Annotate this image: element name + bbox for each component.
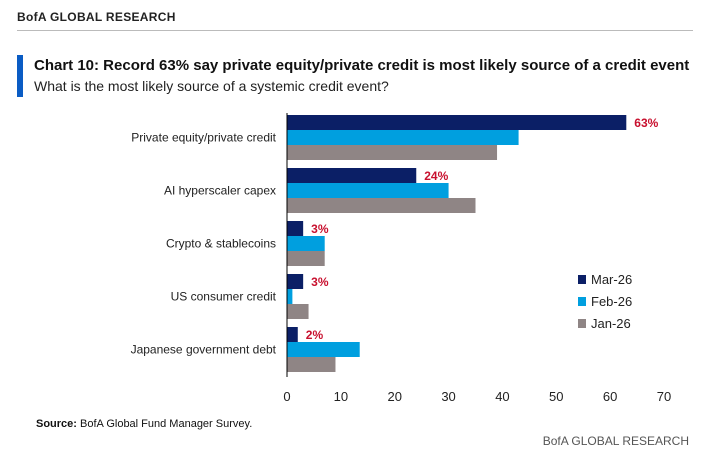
source-text: BofA Global Fund Manager Survey. <box>76 418 253 430</box>
bar-mar-26 <box>287 327 298 342</box>
category-label: Crypto & stablecoins <box>166 237 276 251</box>
data-label: 3% <box>311 275 329 289</box>
data-label: 24% <box>424 169 448 183</box>
legend-label: Mar-26 <box>591 272 632 287</box>
x-tick-label: 20 <box>387 389 401 404</box>
bar-jan-26 <box>287 251 325 266</box>
bar-feb-26 <box>287 289 293 304</box>
bar-jan-26 <box>287 145 498 160</box>
chart-subtitle: What is the most likely source of a syst… <box>34 78 389 94</box>
data-label: 63% <box>634 116 658 130</box>
bar-feb-26 <box>287 183 449 198</box>
category-label: Japanese government debt <box>131 343 277 357</box>
category-label: AI hyperscaler capex <box>164 184 276 198</box>
bar-feb-26 <box>287 236 325 251</box>
source-label: Source: <box>36 418 77 430</box>
bar-jan-26 <box>287 357 336 372</box>
x-tick-label: 0 <box>283 389 290 404</box>
bar-mar-26 <box>287 168 417 183</box>
bar-feb-26 <box>287 342 360 357</box>
bar-jan-26 <box>287 304 309 319</box>
chart-title: Chart 10: Record 63% say private equity/… <box>34 57 690 74</box>
x-tick-label: 10 <box>334 389 348 404</box>
x-tick-label: 50 <box>549 389 563 404</box>
x-tick-label: 70 <box>657 389 671 404</box>
legend-label: Jan-26 <box>591 316 631 331</box>
bar-mar-26 <box>287 274 304 289</box>
legend-label: Feb-26 <box>591 294 632 309</box>
legend-swatch-mar-26 <box>578 275 586 284</box>
brand-footer: BofA GLOBAL RESEARCH <box>542 434 689 448</box>
bar-mar-26 <box>287 221 304 236</box>
data-label: 2% <box>306 328 324 342</box>
source-note: Source: BofA Global Fund Manager Survey. <box>36 418 252 430</box>
legend-swatch-feb-26 <box>578 297 586 306</box>
x-tick-label: 30 <box>441 389 455 404</box>
x-tick-label: 40 <box>495 389 509 404</box>
x-tick-label: 60 <box>603 389 617 404</box>
category-label: Private equity/private credit <box>131 131 276 145</box>
brand-header: BofA GLOBAL RESEARCH <box>17 10 176 24</box>
legend-swatch-jan-26 <box>578 319 586 328</box>
category-label: US consumer credit <box>171 290 277 304</box>
bar-mar-26 <box>287 115 627 130</box>
bar-jan-26 <box>287 198 476 213</box>
data-label: 3% <box>311 222 329 236</box>
bar-feb-26 <box>287 130 519 145</box>
header-divider <box>17 30 693 31</box>
title-accent-bar <box>17 55 23 97</box>
